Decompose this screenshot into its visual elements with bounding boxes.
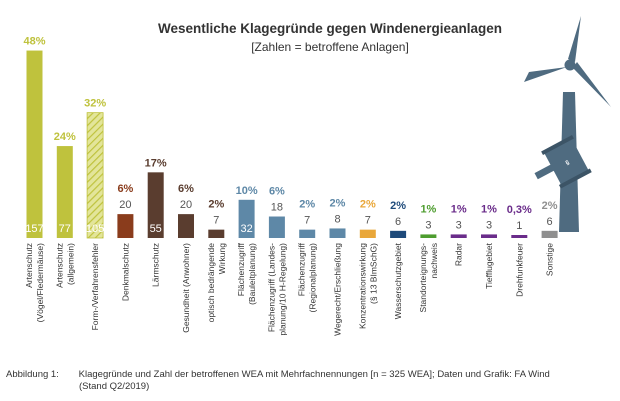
percent-label: 48% (23, 36, 45, 48)
value-label: 20 (180, 199, 192, 211)
category-label: optisch bedrängende (206, 243, 216, 323)
value-label: 8 (334, 213, 340, 225)
bar (86, 112, 104, 239)
category-label: Konzentrationswirkung (357, 243, 367, 329)
category-label: (Regionalplanung) (308, 243, 318, 313)
percent-label: 1% (451, 203, 467, 215)
category-label: Radar (454, 243, 464, 266)
value-label: 7 (365, 215, 371, 227)
bar (26, 50, 43, 238)
bar (208, 229, 225, 238)
chart-title: Wesentliche Klagegründe gegen Windenergi… (158, 21, 502, 36)
value-label: 77 (59, 223, 71, 235)
category-label: Wasserschutzgebiet (393, 242, 403, 319)
percent-label: 2% (390, 200, 406, 212)
percent-label: 2% (299, 199, 315, 211)
category-label: Wirkung (217, 243, 227, 274)
percent-label: 32% (84, 98, 106, 110)
category-label: Gesundheit (Anwohner) (181, 243, 191, 333)
bar (359, 229, 376, 238)
percent-label: 2% (542, 200, 558, 212)
category-label: Artenschutz (54, 243, 64, 288)
percent-label: 17% (145, 157, 167, 169)
value-label: 7 (304, 215, 310, 227)
bar (299, 229, 316, 238)
category-label: Tiefflugebiet (484, 242, 494, 288)
value-label: 105 (86, 223, 104, 235)
percent-label: 24% (54, 131, 76, 143)
percent-label: 6% (269, 186, 285, 198)
percent-label: 2% (330, 197, 346, 209)
category-label: Flächenzugriff (Landes- (266, 243, 276, 332)
bar (117, 214, 134, 238)
caption-line-2: (Stand Q2/2019) (79, 381, 150, 392)
bar (147, 172, 164, 238)
percent-label: 6% (117, 183, 133, 195)
caption-text: Klagegründe und Zahl der betroffenen WEA… (78, 369, 550, 380)
category-label: Lärmschutz (151, 243, 161, 287)
category-label: (allgemein) (65, 243, 75, 285)
value-label: 3 (486, 219, 492, 231)
chart: Wesentliche Klagegründe gegen Windenergi… (23, 16, 611, 336)
figure-caption: Abbildung 1: Klagegründe und Zahl der be… (6, 369, 606, 393)
bar (178, 214, 194, 238)
svg-text:§: § (565, 160, 571, 167)
value-label: 32 (240, 223, 252, 235)
category-label: nachweis (429, 243, 439, 278)
value-label: 7 (213, 215, 219, 227)
value-label: 157 (25, 223, 43, 235)
bar (268, 216, 285, 238)
bar (390, 230, 407, 238)
bar (329, 228, 346, 238)
bar (238, 199, 255, 238)
caption-prefix: Abbildung 1: (6, 369, 59, 380)
bar (511, 235, 528, 238)
bar (420, 234, 437, 238)
bar (481, 234, 497, 238)
value-label: 20 (119, 199, 131, 211)
percent-label: 2% (360, 199, 376, 211)
value-label: 1 (516, 220, 522, 232)
wind-turbine-with-gavel-icon: § (524, 16, 611, 232)
percent-label: 0,3% (507, 204, 532, 216)
percent-label: 6% (178, 183, 194, 195)
category-label: Form-/Verfahrensfehler (90, 243, 100, 331)
percent-label: 1% (481, 203, 497, 215)
bar (541, 230, 558, 238)
value-label: 3 (456, 219, 462, 231)
category-label: planung/10 H-Regelung) (277, 243, 287, 336)
category-label: (§ 13 BImSchG) (368, 243, 378, 304)
percent-label: 1% (420, 203, 436, 215)
category-label: Sonstige (545, 243, 555, 276)
category-label: Artenschutz (24, 243, 34, 288)
category-label: Standorteignungs- (418, 243, 428, 313)
value-label: 6 (547, 216, 553, 228)
value-label: 3 (425, 219, 431, 231)
category-label: (Vögel/Fledermäuse) (35, 243, 45, 323)
bar (450, 234, 467, 238)
category-label: Flächenzugriff (297, 242, 307, 296)
percent-label: 10% (236, 185, 258, 197)
caption-line-1: Abbildung 1: Klagegründe und Zahl der be… (6, 369, 606, 381)
chart-subtitle: [Zahlen = betroffene Anlagen] (251, 40, 409, 54)
category-label: Denkmalschutz (120, 243, 130, 301)
category-label: Drehfunkfeuer (514, 243, 524, 297)
value-label: 6 (395, 216, 401, 228)
value-label: 55 (150, 223, 162, 235)
bar (56, 146, 73, 238)
category-label: Flächenzugriff (236, 242, 246, 296)
value-label: 18 (271, 202, 283, 214)
category-label: Wegerecht/Erschließung (333, 243, 343, 336)
category-label: (Bauleitplanung) (247, 243, 257, 305)
percent-label: 2% (208, 199, 224, 211)
